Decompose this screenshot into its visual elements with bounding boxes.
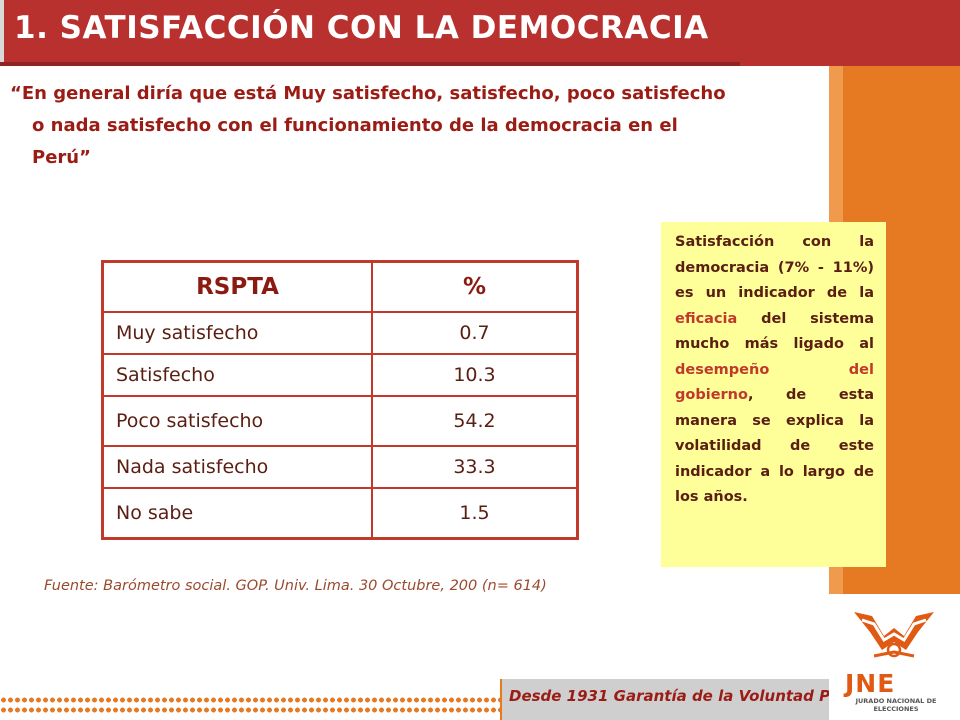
title-bar-edge (0, 0, 4, 66)
row-value: 1.5 (371, 487, 579, 540)
table-header-row: RSPTA % (101, 260, 579, 313)
table-row: Nada satisfecho 33.3 (101, 445, 579, 489)
note-text: , de esta manera se explica la volatilid… (675, 387, 874, 505)
table-row: No sabe 1.5 (101, 487, 579, 540)
table-row: Muy satisfecho 0.7 (101, 311, 579, 355)
row-value: 33.3 (371, 445, 579, 489)
column-header-response: RSPTA (101, 260, 373, 313)
footer-band (500, 679, 830, 720)
source-citation: Fuente: Barómetro social. GOP. Univ. Lim… (44, 578, 547, 594)
jne-emblem-icon (854, 612, 934, 658)
survey-question: “En general diría que está Muy satisfech… (10, 83, 726, 168)
slide-title: 1. SATISFACCIÓN CON LA DEMOCRACIA (14, 10, 709, 46)
note-highlight-performance: desempeño del gobierno (675, 361, 874, 404)
column-header-percent: % (371, 260, 579, 313)
dotted-divider (0, 695, 500, 715)
note-highlight-efficacy: eficacia (675, 310, 738, 327)
row-label: Satisfecho (101, 353, 373, 397)
row-label: Muy satisfecho (101, 311, 373, 355)
logo-subtitle: JURADO NACIONAL DE ELECCIONES (855, 697, 937, 713)
row-value: 54.2 (371, 395, 579, 447)
logo-area (829, 594, 960, 720)
row-value: 0.7 (371, 311, 579, 355)
logo-wordmark: JNE (845, 669, 896, 698)
analysis-note: Satisfacción con la democracia (7% - 11%… (661, 222, 886, 567)
row-label: No sabe (101, 487, 373, 540)
row-label: Nada satisfecho (101, 445, 373, 489)
note-text: Satisfacción con la democracia (7% - 11%… (675, 234, 874, 301)
footer-slogan: Desde 1931 Garantía de la Voluntad Popul… (509, 687, 885, 705)
row-value: 10.3 (371, 353, 579, 397)
title-bar: 1. SATISFACCIÓN CON LA DEMOCRACIA (0, 0, 960, 66)
table-row: Poco satisfecho 54.2 (101, 395, 579, 447)
footer-band-edge (500, 679, 502, 720)
table-row: Satisfecho 10.3 (101, 353, 579, 397)
title-bar-shadow (0, 62, 740, 66)
note-text: del sistema mucho más ligado al (675, 310, 874, 353)
results-table: RSPTA % Muy satisfecho 0.7 Satisfecho 10… (101, 260, 579, 540)
row-label: Poco satisfecho (101, 395, 373, 447)
